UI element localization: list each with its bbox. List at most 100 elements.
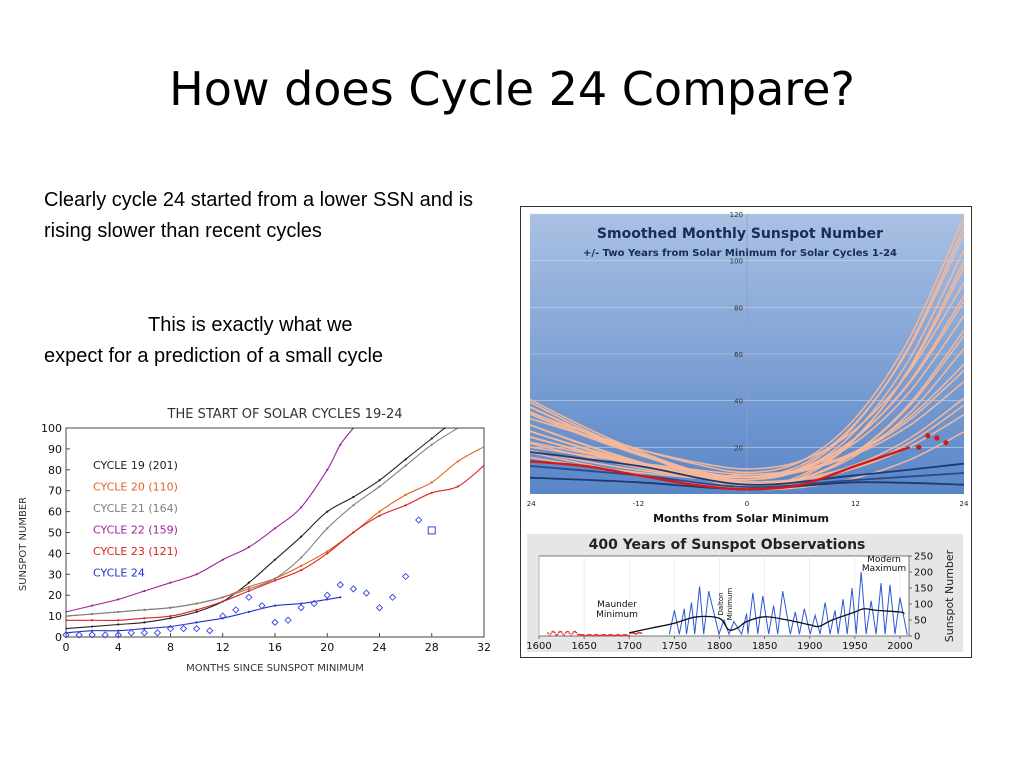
monthly-sunspot-line (668, 571, 908, 636)
x-tick-label: 16 (268, 641, 282, 654)
early-observation-dot (601, 634, 604, 636)
series-point (66, 627, 68, 630)
monthly-diamond-marker (415, 516, 423, 524)
early-observation-dot (586, 634, 589, 637)
series-point (66, 615, 68, 618)
series-point (247, 587, 250, 591)
monthly-diamond-marker (375, 604, 384, 612)
early-observation-dot (602, 633, 605, 636)
y-tick-label: 120 (730, 211, 743, 219)
y-tick-label: 40 (48, 547, 62, 560)
dark-cycle-line (529, 451, 965, 486)
x-tick-label: 20 (320, 641, 334, 654)
y-tick-label: 50 (48, 527, 62, 540)
early-observation-dot (574, 630, 576, 633)
series-point (91, 619, 94, 622)
series-point (143, 617, 146, 620)
series-point (352, 428, 355, 430)
y-tick-label: 80 (48, 464, 62, 477)
series-point (117, 610, 120, 614)
x-tick-label: 4 (115, 641, 122, 654)
y-tick-label: 150 (914, 584, 933, 595)
early-observation-dot (583, 634, 586, 637)
early-observation-dot (639, 631, 641, 634)
series-point (352, 531, 355, 534)
early-observation-dot (568, 632, 571, 635)
monthly-diamond-marker (349, 585, 358, 593)
early-observation-dot (599, 634, 602, 637)
early-observation-dot (610, 633, 613, 636)
early-observation-dot (579, 634, 582, 636)
series-point (326, 510, 329, 513)
series-point (404, 464, 407, 467)
series-point (300, 535, 303, 538)
y-tick-label: 100 (41, 422, 62, 435)
early-observation-dot (608, 634, 610, 636)
monthly-diamond-marker (127, 629, 135, 637)
early-observation-dot (598, 634, 601, 637)
early-observation-dot (621, 634, 624, 637)
x-tick-label: 0 (745, 500, 749, 508)
dalton-label: Dalton (717, 592, 725, 615)
smoothed-sunspot-chart: 20 40 60 80 100 120 -24 -12 0 12 24 Smoothed Month… (526, 211, 969, 525)
early-observation-dot (589, 633, 591, 636)
early-observation-dot (625, 634, 628, 636)
series-point (117, 598, 120, 601)
monthly-diamond-marker (219, 612, 227, 620)
series-point (91, 604, 94, 607)
y-axis-label: SUNSPOT NUMBER (18, 497, 29, 591)
early-observation-dot (564, 632, 567, 634)
series-point (300, 556, 303, 559)
y-tick-label: 50 (914, 616, 927, 627)
monthly-diamond-marker (258, 602, 266, 610)
early-observation-dot (622, 633, 625, 636)
series-point (482, 464, 484, 467)
series-point (273, 558, 277, 561)
series-point (326, 468, 329, 471)
early-observation-dot (566, 630, 568, 633)
series-point (300, 569, 303, 572)
early-observation-dot (580, 633, 583, 636)
early-observation-dot (563, 634, 566, 637)
monthly-diamond-marker (401, 572, 410, 581)
x-tick-label: -24 (526, 500, 536, 508)
cycle-line (529, 363, 965, 476)
early-observation-dot (636, 632, 639, 635)
legend-entry: CYCLE 20 (110) (93, 481, 178, 494)
early-observation-dot (633, 632, 636, 635)
monthly-diamond-marker (362, 589, 371, 597)
early-observation-dot (637, 631, 640, 634)
y-tick-label: 250 (914, 552, 933, 563)
x-tick-label: 24 (960, 500, 969, 508)
x-tick-label: -12 (633, 500, 644, 508)
series-point (247, 546, 250, 549)
modern-label-1: Modern (867, 555, 901, 565)
y-tick-label: 0 (55, 631, 62, 644)
x-tick-label: 24 (373, 641, 387, 654)
monthly-diamond-marker (153, 629, 162, 637)
series-point (221, 596, 224, 599)
monthly-diamond-marker (88, 631, 96, 639)
series-point (456, 428, 459, 430)
conclusion-line-2: expect for a prediction of a small cycle (44, 345, 384, 367)
x-tick-label: 32 (477, 641, 491, 654)
series-point (247, 581, 250, 584)
x-axis-label: Months from Solar Minimum (653, 512, 829, 525)
series-point (91, 625, 94, 628)
early-observation-dot (591, 635, 594, 637)
monthly-diamond-marker (336, 581, 344, 589)
series-point (378, 510, 381, 513)
y-tick-label: 10 (48, 610, 62, 623)
series-point (404, 504, 407, 507)
early-observation-dot (562, 633, 564, 635)
early-observation-dot (620, 634, 623, 637)
series-point (404, 458, 407, 461)
series-point (456, 460, 459, 463)
early-observation-dot (605, 634, 608, 637)
y-axis-label: Sunspot Number (943, 549, 956, 642)
early-observation-dot (617, 633, 620, 636)
series-point (143, 589, 146, 593)
monthly-diamond-marker (206, 627, 214, 635)
series-point (273, 527, 277, 530)
series-point (326, 527, 329, 530)
